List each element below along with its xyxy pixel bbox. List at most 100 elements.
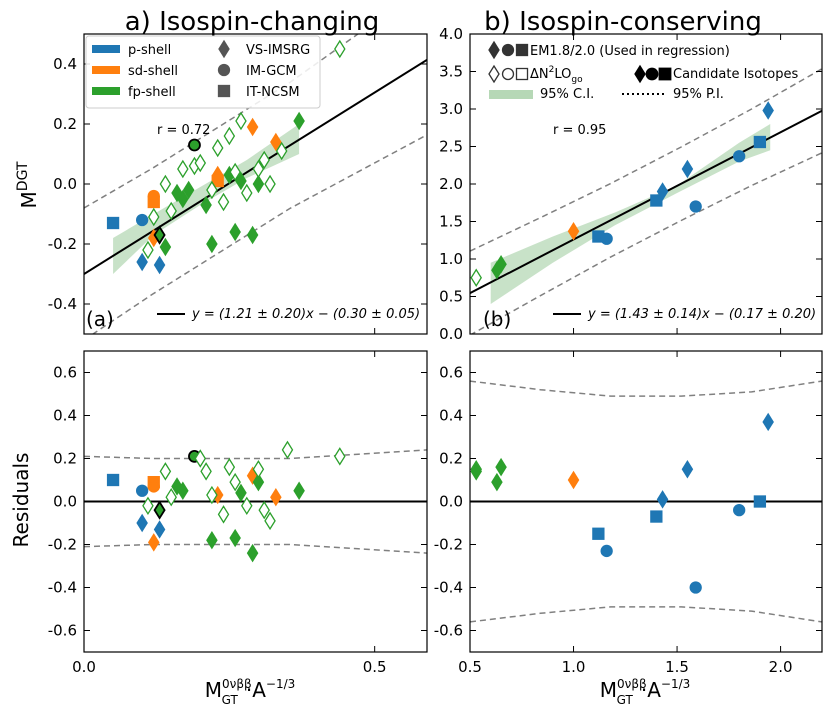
point-a-bottom-10	[153, 500, 166, 520]
point-a-top-5	[147, 189, 160, 203]
point-b-top-7	[656, 182, 669, 201]
point-a-top-2	[136, 252, 148, 272]
x-axis-label-a: M0νββ GT ·A−1/3	[205, 677, 296, 707]
point-a-top-36	[229, 162, 241, 182]
point-a-top-11	[153, 225, 166, 245]
legend-dn-diamond	[488, 64, 500, 84]
point-b-top-12	[762, 101, 774, 120]
point-b-top-11	[753, 135, 767, 149]
ytick-label-b-top-8: 4.0	[439, 25, 463, 43]
legend-label-0: p-shell	[128, 43, 171, 58]
point-a-top-38	[241, 183, 253, 203]
legend-cand-circle	[645, 67, 659, 81]
legend-cand-square	[658, 67, 672, 81]
point-a-bottom-17	[246, 543, 259, 563]
panel-tag-a: (a)	[86, 307, 114, 331]
legend-label-1: sd-shell	[128, 64, 178, 79]
legend-em-diamond	[488, 40, 500, 60]
point-a-top-43	[334, 39, 346, 59]
point-a-bottom-9	[270, 487, 282, 507]
point-b-bottom-11	[733, 503, 746, 517]
point-b-bottom-3	[495, 457, 507, 477]
point-a-top-24	[293, 111, 305, 131]
ytick-label-a-bottom-2: -0.2	[48, 536, 77, 554]
axes: -0.4 -0.2 0.0 0.2 0.4 0.0 0.5 1.0 1.5 2.0 2.5 3.0 3.…	[48, 25, 823, 676]
point-a-top-20	[229, 222, 241, 242]
ytick-label-a-top-1: -0.2	[48, 235, 77, 253]
legend-em-label: EM1.8/2.0 (Used in regression)	[530, 44, 730, 59]
y-axis-label-top: MDGT	[15, 161, 41, 208]
point-a-top-10	[270, 132, 282, 152]
point-a-top-39	[252, 159, 265, 179]
legend-ci-label: 95% C.I.	[540, 87, 594, 102]
xtick-label-b-bottom-2: 1.5	[665, 658, 689, 676]
point-a-bottom-19	[293, 481, 305, 500]
point-a-top-17	[200, 195, 212, 215]
point-a-bottom-31	[258, 500, 270, 520]
legend-a-frame	[85, 35, 321, 109]
ytick-label-b-top-2: 1.0	[439, 250, 463, 268]
y-axis-label-sup: DGT	[15, 161, 31, 191]
panel-tag-b: (b)	[483, 307, 511, 331]
point-a-bottom-0	[106, 473, 120, 487]
point-a-top-18	[206, 234, 218, 254]
data-points	[106, 39, 774, 594]
fit-equation-a: y = (1.21 ± 0.20)x − (0.30 ± 0.05)	[191, 307, 420, 322]
point-a-bottom-28	[229, 472, 241, 492]
ytick-label-a-top-4: 0.4	[53, 55, 77, 73]
xtick-label-b-bottom-1: 1.0	[562, 658, 586, 676]
point-b-bottom-6	[600, 544, 613, 558]
xtick-label-b-bottom-0: 0.5	[458, 658, 482, 676]
point-a-top-28	[165, 201, 177, 221]
r-value-a: r = 0.72	[157, 123, 210, 138]
xtick-label-a-bottom-1: 0.5	[363, 658, 387, 676]
prediction-interval-upper-b-bottom	[470, 380, 822, 397]
point-a-top-9	[246, 117, 259, 137]
point-b-top-5	[600, 232, 613, 245]
legend-marker-im-gcm	[217, 63, 231, 77]
point-a-top-31	[194, 153, 207, 173]
point-a-top-35	[223, 126, 236, 146]
point-a-bottom-1	[135, 484, 149, 497]
ytick-label-b-top-5: 2.5	[439, 138, 463, 156]
legend-pi-label: 95% P.I.	[673, 87, 724, 102]
point-a-top-1	[135, 213, 149, 227]
prediction-interval-lower-b-top	[470, 152, 822, 334]
ytick-label-a-bottom-3: 0.0	[53, 493, 77, 511]
point-a-bottom-18	[252, 472, 265, 492]
point-a-top-23	[252, 174, 265, 194]
point-b-bottom-7	[650, 510, 663, 523]
point-a-top-8	[211, 174, 224, 188]
point-a-top-25	[142, 240, 154, 260]
point-a-top-32	[206, 180, 218, 200]
point-a-bottom-32	[264, 511, 276, 531]
point-a-bottom-26	[217, 505, 230, 524]
point-b-bottom-10	[689, 581, 702, 594]
point-b-bottom-1	[470, 462, 482, 481]
legend-dn-circle	[501, 67, 515, 81]
point-a-bottom-5	[147, 480, 160, 493]
prediction-interval-lower-b-bottom	[470, 606, 822, 623]
point-b-top-3	[567, 222, 580, 241]
legend-b: EM1.8/2.0 (Used in regression) ΔN2LOgo C…	[488, 40, 798, 102]
ytick-label-a-bottom-0: -0.6	[48, 622, 77, 640]
fit-equation-b: y = (1.43 ± 0.14)x − (0.17 ± 0.20)	[587, 307, 816, 322]
prediction-interval-upper-a-bottom	[84, 449, 427, 460]
ytick-label-a-bottom-6: 0.6	[53, 364, 77, 382]
point-a-top-16	[182, 180, 195, 200]
point-a-bottom-25	[206, 485, 218, 505]
point-a-bottom-22	[165, 487, 177, 507]
ytick-label-b-top-3: 1.5	[439, 213, 463, 231]
point-a-bottom-24	[200, 462, 212, 481]
legend-label-4: IM-GCM	[246, 64, 297, 79]
point-a-bottom-6	[147, 533, 160, 552]
legend-a: p-shell sd-shell fp-shell VS-IMSRG IM-GCM IT-…	[85, 35, 321, 109]
point-a-top-40	[258, 150, 270, 170]
panel-b-title: b) Isospin-conserving	[484, 7, 762, 37]
point-b-top-8	[681, 159, 694, 179]
ci-band-b-top	[490, 124, 771, 304]
point-a-top-37	[235, 111, 247, 131]
fit-line-b-top	[470, 109, 822, 295]
point-a-bottom-2	[136, 513, 148, 533]
